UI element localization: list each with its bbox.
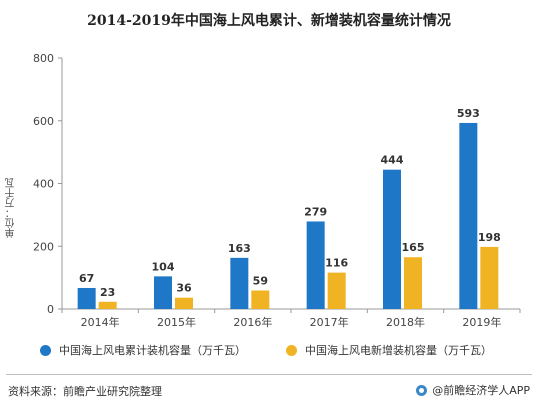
chart-title: 2014-2019年中国海上风电累计、新增装机容量统计情况: [87, 13, 451, 29]
bar-new: [175, 297, 193, 309]
y-tick-label: 600: [33, 115, 54, 128]
y-tick-label: 800: [33, 52, 54, 65]
legend-swatch-cumulative: [40, 344, 51, 356]
x-tick-label: 2014年: [81, 315, 120, 329]
data-label-cumulative: 67: [79, 272, 94, 285]
bar-cumulative: [383, 169, 401, 309]
x-tick-label: 2018年: [386, 315, 425, 329]
data-label-new: 165: [402, 241, 425, 254]
brand-logo-icon: [416, 384, 428, 396]
data-label-new: 23: [100, 286, 115, 299]
x-tick-label: 2019年: [462, 315, 501, 329]
legend-item-new: 中国海上风电新增装机容量（万千瓦）: [286, 342, 492, 358]
y-tick-label: 200: [33, 240, 54, 253]
bar-new: [98, 301, 117, 309]
x-tick-label: 2016年: [233, 315, 272, 329]
bar-cumulative: [306, 221, 325, 309]
brand-label: @前瞻经济学人APP: [432, 384, 530, 397]
data-label-cumulative: 279: [304, 205, 327, 218]
legend-label-new: 中国海上风电新增装机容量（万千瓦）: [305, 344, 492, 357]
footer-divider: [6, 374, 532, 375]
bar-chart: 0 200 400 600 800 2014年 2015年 2016年 2017年 2018年 20…: [33, 52, 521, 329]
bar-cumulative: [230, 257, 249, 309]
bar-new: [404, 257, 422, 309]
bar-layer: [77, 122, 499, 309]
data-label-cumulative: 104: [152, 260, 175, 273]
legend: 中国海上风电累计装机容量（万千瓦） 中国海上风电新增装机容量（万千瓦）: [28, 342, 528, 362]
bar-cumulative: [154, 276, 172, 309]
data-label-new: 198: [478, 231, 501, 244]
legend-label-cumulative: 中国海上风电累计装机容量（万千瓦）: [59, 344, 246, 357]
y-tick-label: 400: [33, 178, 54, 191]
source-note: 资料来源：前瞻产业研究院整理: [8, 385, 162, 398]
bar-new: [480, 246, 499, 309]
data-label-new: 116: [325, 257, 348, 270]
brand-credit: @前瞻经济学人APP: [416, 382, 530, 398]
bar-cumulative: [77, 287, 96, 309]
data-label-cumulative: 163: [228, 242, 251, 255]
data-label-cumulative: 593: [457, 107, 480, 120]
bar-cumulative: [459, 122, 478, 309]
legend-item-cumulative: 中国海上风电累计装机容量（万千瓦）: [40, 342, 246, 358]
y-tick-label: 0: [47, 303, 54, 316]
bar-new: [251, 290, 270, 309]
bar-new: [327, 272, 346, 309]
data-label-cumulative: 444: [381, 154, 404, 167]
data-label-new: 36: [176, 282, 192, 295]
x-tick-label: 2015年: [157, 315, 196, 329]
x-tick-label: 2017年: [310, 315, 349, 329]
axis-layer: 0 200 400 600 800 2014年 2015年 2016年 2017年 2018年 20…: [33, 52, 521, 329]
data-label-new: 59: [253, 274, 268, 287]
legend-swatch-new: [286, 344, 297, 356]
y-axis-label: 单位：万千瓦: [6, 178, 17, 238]
